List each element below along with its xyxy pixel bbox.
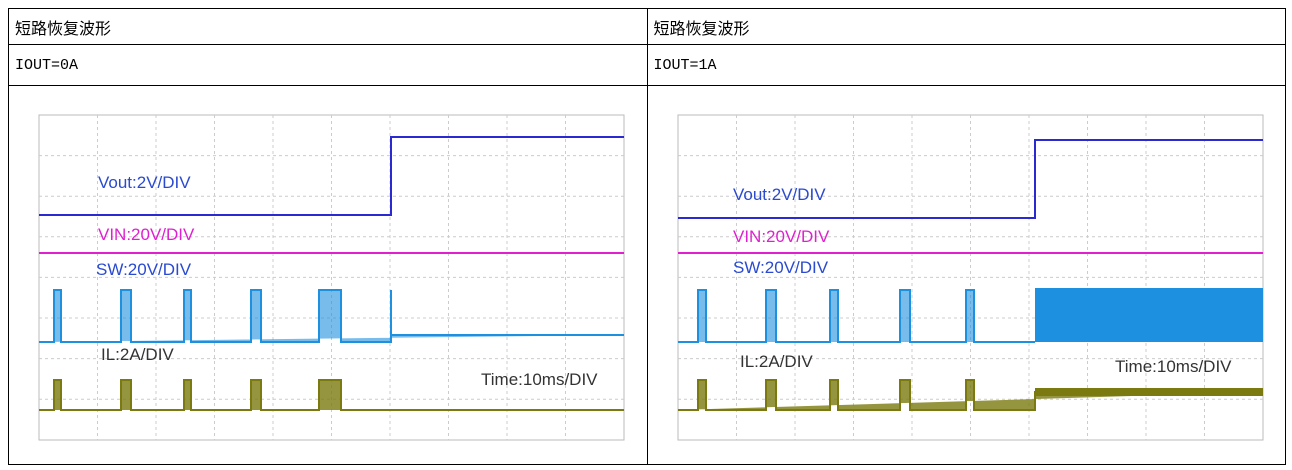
scope-label: Time:10ms/DIV <box>481 370 598 389</box>
cell: IOUT=0A <box>9 45 648 86</box>
cell: 短路恢复波形 <box>9 9 648 45</box>
cell: 短路恢复波形 <box>647 9 1286 45</box>
scope-label: Vout:2V/DIV <box>733 185 826 204</box>
sw-block <box>1035 288 1263 342</box>
figure-cell: Vout:2V/DIV VIN:20V/DIV SW:20V/DIV IL:2A/DI… <box>9 86 648 465</box>
il-thick <box>1035 388 1263 396</box>
scope-image: Vout:2V/DIV VIN:20V/DIV SW:20V/DIV IL:2A/DI… <box>658 100 1268 445</box>
scope-label: Time:10ms/DIV <box>1115 357 1232 376</box>
scope-label: SW:20V/DIV <box>96 260 192 279</box>
page: 短路恢复波形短路恢复波形 IOUT=0AIOUT=1A Vout:2V/DIVV… <box>0 0 1292 470</box>
scope-label: Vout:2V/DIV <box>98 173 191 192</box>
scope-label: VIN:20V/DIV <box>98 225 195 244</box>
figure-cell: Vout:2V/DIV VIN:20V/DIV SW:20V/DIV IL:2A/DI… <box>647 86 1286 465</box>
scope-image: Vout:2V/DIV VIN:20V/DIV SW:20V/DIV IL:2A/DI… <box>19 100 629 445</box>
cell: IOUT=1A <box>647 45 1286 86</box>
scope-label: SW:20V/DIV <box>733 258 829 277</box>
scope-label: IL:2A/DIV <box>101 345 174 364</box>
scope-label: VIN:20V/DIV <box>733 227 830 246</box>
scope-label: IL:2A/DIV <box>740 352 813 371</box>
